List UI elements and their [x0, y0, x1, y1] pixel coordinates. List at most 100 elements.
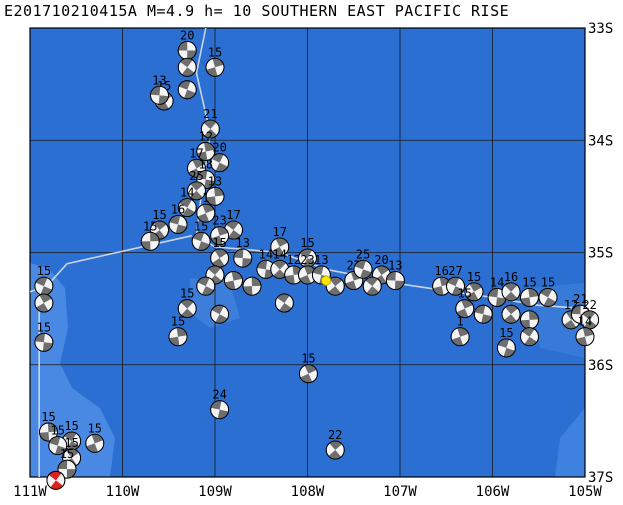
focal-mechanism: 15 — [150, 208, 169, 240]
mechanism-depth-label: 16 — [171, 202, 185, 216]
focal-mechanism — [177, 80, 197, 100]
compressional-quadrant — [180, 299, 194, 309]
mechanism-depth-label: 16 — [504, 270, 518, 284]
compressional-quadrant — [50, 480, 63, 490]
compressional-quadrant — [176, 327, 187, 337]
compressional-quadrant — [204, 179, 215, 189]
focal-mechanism: 14 — [177, 186, 197, 218]
compressional-quadrant — [182, 207, 195, 217]
beachball-rim — [446, 276, 465, 296]
mechanism-depth-label: 15 — [171, 315, 185, 329]
compressional-quadrant — [206, 196, 216, 206]
compressional-quadrant — [522, 327, 535, 337]
focal-mechanism: 15 — [85, 421, 105, 453]
mechanism-depth-label: 21 — [203, 107, 217, 121]
compressional-quadrant — [211, 305, 224, 315]
beachball-rim — [187, 181, 206, 201]
focal-mechanism: 1 — [450, 315, 470, 347]
compressional-quadrant — [66, 441, 80, 451]
compressional-quadrant — [189, 190, 203, 200]
mechanism-depth-label: 25 — [189, 169, 203, 183]
map-frame — [29, 27, 586, 478]
focal-mechanism — [520, 310, 539, 330]
mechanism-depth-label: 16 — [434, 264, 448, 278]
epicenter-layer — [321, 275, 331, 287]
focal-mechanism — [177, 57, 197, 77]
mechanism-depth-label: 13 — [208, 174, 222, 188]
compressional-quadrant — [36, 303, 49, 313]
focal-mechanism: 14 — [575, 315, 595, 347]
focal-mechanism: 15 — [520, 275, 539, 307]
mechanism-depth-label: 17 — [226, 208, 240, 222]
compressional-quadrant — [196, 170, 208, 180]
target-focal-mechanism — [46, 470, 66, 490]
beachball-rim — [177, 80, 197, 100]
mechanism-depth-label: 27 — [448, 264, 462, 278]
beachball-rim — [200, 119, 220, 139]
compressional-quadrant — [563, 319, 577, 329]
compressional-quadrant — [42, 342, 53, 352]
mechanism-depth-label: 15 — [41, 410, 55, 424]
compressional-quadrant — [461, 299, 473, 309]
beachball-rim — [270, 237, 290, 257]
mechanism-depth-label: 22 — [582, 298, 596, 312]
compressional-quadrant — [208, 265, 221, 275]
beachball-rim — [196, 142, 216, 161]
beachball-rim — [150, 220, 169, 240]
latitude-label: 37S — [588, 470, 613, 486]
compressional-quadrant — [204, 129, 218, 139]
beachball-rim — [34, 332, 54, 352]
focal-mechanism: 15 — [168, 315, 188, 347]
latitude-label: 36S — [588, 358, 613, 374]
compressional-quadrant — [243, 286, 253, 296]
beachball-rim — [168, 214, 188, 234]
compressional-quadrant — [277, 294, 290, 304]
mechanism-depth-label: 13 — [388, 259, 402, 273]
mechanism-depth-label: 1 — [457, 315, 464, 329]
compressional-quadrant — [212, 258, 225, 268]
focal-mechanism: 13 — [205, 174, 225, 206]
beachball-rim — [168, 327, 188, 347]
beachball-rim — [150, 85, 169, 105]
beachball-rim — [501, 304, 521, 324]
mechanism-depth-label: 15 — [541, 275, 555, 289]
compressional-quadrant — [505, 305, 518, 315]
beachball-rim — [496, 338, 516, 358]
focal-mechanism: 12 — [196, 129, 216, 161]
beachball-rim — [210, 226, 230, 246]
compressional-quadrant — [251, 277, 261, 287]
focal-mechanism: 15 — [34, 264, 54, 296]
compressional-quadrant — [582, 327, 594, 337]
mechanism-depth-label: 15 — [212, 236, 226, 250]
mechanism-depth-label: 14 — [490, 275, 504, 289]
beachball-rim — [575, 327, 595, 347]
compressional-quadrant — [178, 41, 188, 51]
latitude-label: 33S — [588, 21, 613, 37]
compressional-quadrant — [256, 260, 268, 270]
epicenter-marker — [321, 275, 331, 287]
compressional-quadrant — [275, 237, 288, 247]
compressional-quadrant — [504, 291, 518, 301]
compressional-quadrant — [481, 314, 493, 324]
focal-mechanism — [473, 304, 493, 324]
mechanism-depth-label: 15 — [467, 270, 481, 284]
mechanism-depth-label: 15 — [88, 421, 102, 435]
mechanism-depth-label: 14 — [273, 247, 287, 261]
focal-mechanism: 15 — [191, 219, 211, 251]
beachball-rim — [34, 293, 54, 313]
mechanism-depth-label: 15 — [458, 287, 472, 301]
mechanism-depth-label: 17 — [189, 146, 203, 160]
beachball-rim — [325, 440, 345, 460]
beachball-rim — [46, 470, 66, 490]
focal-mechanism: 20 — [210, 141, 230, 173]
beachball-rim — [464, 282, 484, 302]
focal-mechanism: 22 — [580, 298, 600, 330]
compressional-quadrant — [456, 308, 469, 318]
focal-mechanism: 22 — [325, 428, 345, 460]
mechanism-depth-label: 15 — [60, 447, 74, 461]
focal-mechanism — [501, 304, 521, 324]
beachball-rim — [177, 57, 197, 77]
compressional-quadrant — [529, 310, 539, 320]
mechanism-depth-label: 13 — [152, 73, 166, 87]
